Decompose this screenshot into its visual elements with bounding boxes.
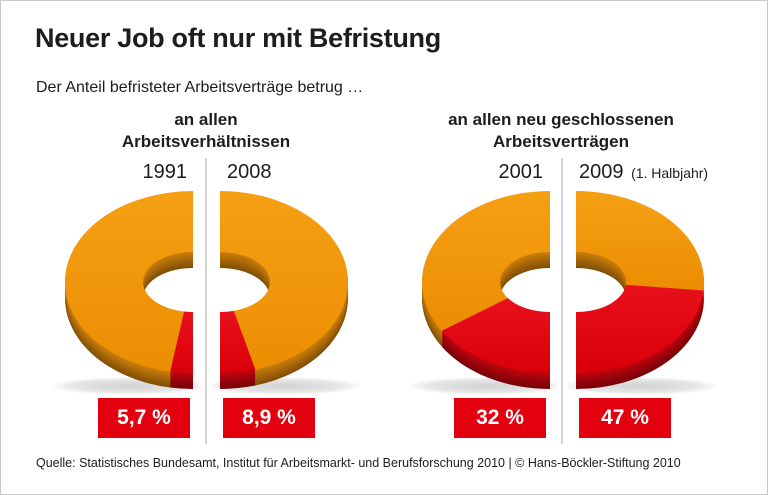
group-title-new-contracts-line1: an allen neu geschlossenen	[448, 110, 674, 129]
group-title-all-employment: an allen Arbeitsverhältnissen	[46, 109, 366, 153]
half-donut-svg	[204, 191, 364, 395]
value-badge-1991: 5,7 %	[98, 398, 190, 438]
half-donut-svg	[560, 191, 720, 395]
group-title-all-employment-line1: an allen	[174, 110, 238, 129]
slice-befristet	[170, 311, 193, 373]
source-note: Quelle: Statistisches Bundesamt, Institu…	[36, 456, 681, 470]
slice-befristet	[576, 284, 704, 373]
slice-remainder	[576, 191, 705, 292]
column-divider-left	[205, 158, 207, 444]
slice-befristet	[220, 310, 256, 373]
year-label-2009-suffix: (1. Halbjahr)	[631, 165, 709, 181]
year-label-2009-value: 2009	[579, 161, 624, 183]
page-title: Neuer Job oft nur mit Befristung	[35, 23, 441, 53]
year-label-2009: 2009 (1. Halbjahr)	[579, 161, 765, 184]
half-donut-svg	[49, 191, 209, 395]
slice-remainder	[64, 191, 193, 372]
year-label-2001: 2001	[498, 161, 544, 183]
group-title-new-contracts-line2: Arbeitsverträgen	[492, 132, 630, 151]
group-title-new-contracts: an allen neu geschlossenen Arbeitsverträ…	[401, 109, 721, 153]
year-label-1991: 1991	[142, 161, 188, 183]
slice-remainder	[422, 191, 550, 332]
column-divider-right	[561, 158, 563, 444]
subtitle: Der Anteil befristeter Arbeitsverträge b…	[36, 79, 364, 96]
half-donut-svg	[406, 191, 566, 395]
donut-chart-2008	[204, 183, 364, 399]
value-badge-2008: 8,9 %	[223, 398, 315, 438]
slice-remainder	[220, 191, 348, 370]
donut-chart-2009	[560, 183, 720, 399]
group-title-all-employment-line2: Arbeitsverhältnissen	[121, 132, 291, 151]
value-badge-2001: 32 %	[454, 398, 546, 438]
donut-chart-1991	[49, 183, 209, 399]
year-label-2008: 2008	[227, 161, 272, 183]
slice-befristet	[441, 298, 550, 373]
value-badge-2009: 47 %	[579, 398, 671, 438]
donut-chart-2001	[406, 183, 566, 399]
